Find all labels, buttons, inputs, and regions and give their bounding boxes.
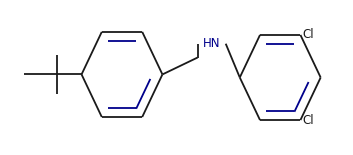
Text: Cl: Cl xyxy=(302,28,314,41)
Text: Cl: Cl xyxy=(302,114,314,127)
Text: HN: HN xyxy=(203,37,220,50)
